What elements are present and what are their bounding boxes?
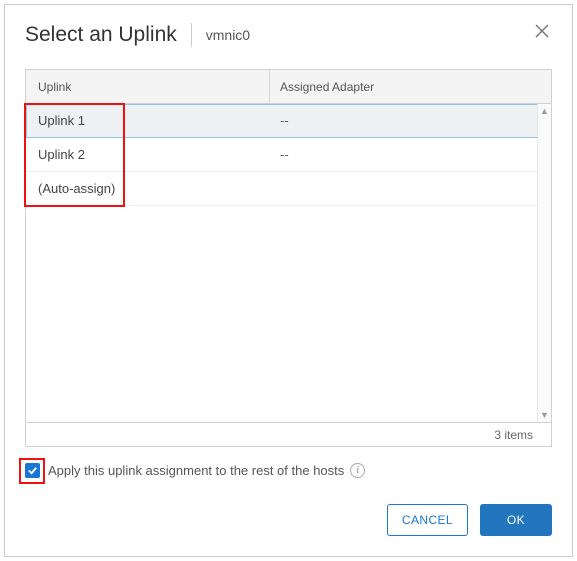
apply-all-label: Apply this uplink assignment to the rest… bbox=[48, 463, 344, 478]
table-header: Uplink Assigned Adapter bbox=[26, 70, 551, 104]
title-divider bbox=[191, 23, 192, 47]
cell-uplink: (Auto-assign) bbox=[26, 181, 270, 196]
info-icon[interactable]: i bbox=[350, 463, 365, 478]
table-body: Uplink 1 -- Uplink 2 -- (Auto-assign) bbox=[26, 104, 551, 206]
item-count: 3 items bbox=[494, 428, 533, 442]
dialog-subtitle: vmnic0 bbox=[206, 27, 250, 43]
table-footer: 3 items bbox=[26, 422, 551, 446]
select-uplink-dialog: Select an Uplink vmnic0 Uplink Assigned … bbox=[4, 4, 573, 557]
column-header-adapter[interactable]: Assigned Adapter bbox=[270, 80, 551, 94]
cancel-button[interactable]: CANCEL bbox=[387, 504, 468, 536]
scrollbar[interactable]: ▲ ▼ bbox=[537, 104, 551, 422]
table-row[interactable]: Uplink 1 -- bbox=[26, 104, 551, 138]
dialog-buttons: CANCEL OK bbox=[25, 504, 552, 536]
cell-uplink: Uplink 1 bbox=[26, 113, 270, 128]
table-row[interactable]: Uplink 2 -- bbox=[26, 138, 551, 172]
table-row[interactable]: (Auto-assign) bbox=[26, 172, 551, 206]
close-icon[interactable] bbox=[534, 23, 554, 43]
apply-all-row: Apply this uplink assignment to the rest… bbox=[25, 463, 552, 478]
scroll-down-icon[interactable]: ▼ bbox=[538, 408, 551, 422]
apply-all-checkbox[interactable] bbox=[25, 463, 40, 478]
dialog-title: Select an Uplink bbox=[25, 23, 191, 47]
ok-button[interactable]: OK bbox=[480, 504, 552, 536]
column-header-uplink[interactable]: Uplink bbox=[26, 70, 270, 103]
cell-adapter: -- bbox=[270, 147, 551, 162]
dialog-header: Select an Uplink vmnic0 bbox=[25, 23, 552, 47]
cell-uplink: Uplink 2 bbox=[26, 147, 270, 162]
uplink-table: Uplink Assigned Adapter Uplink 1 -- Upli… bbox=[25, 69, 552, 447]
cell-adapter: -- bbox=[270, 113, 551, 128]
scroll-up-icon[interactable]: ▲ bbox=[538, 104, 551, 118]
